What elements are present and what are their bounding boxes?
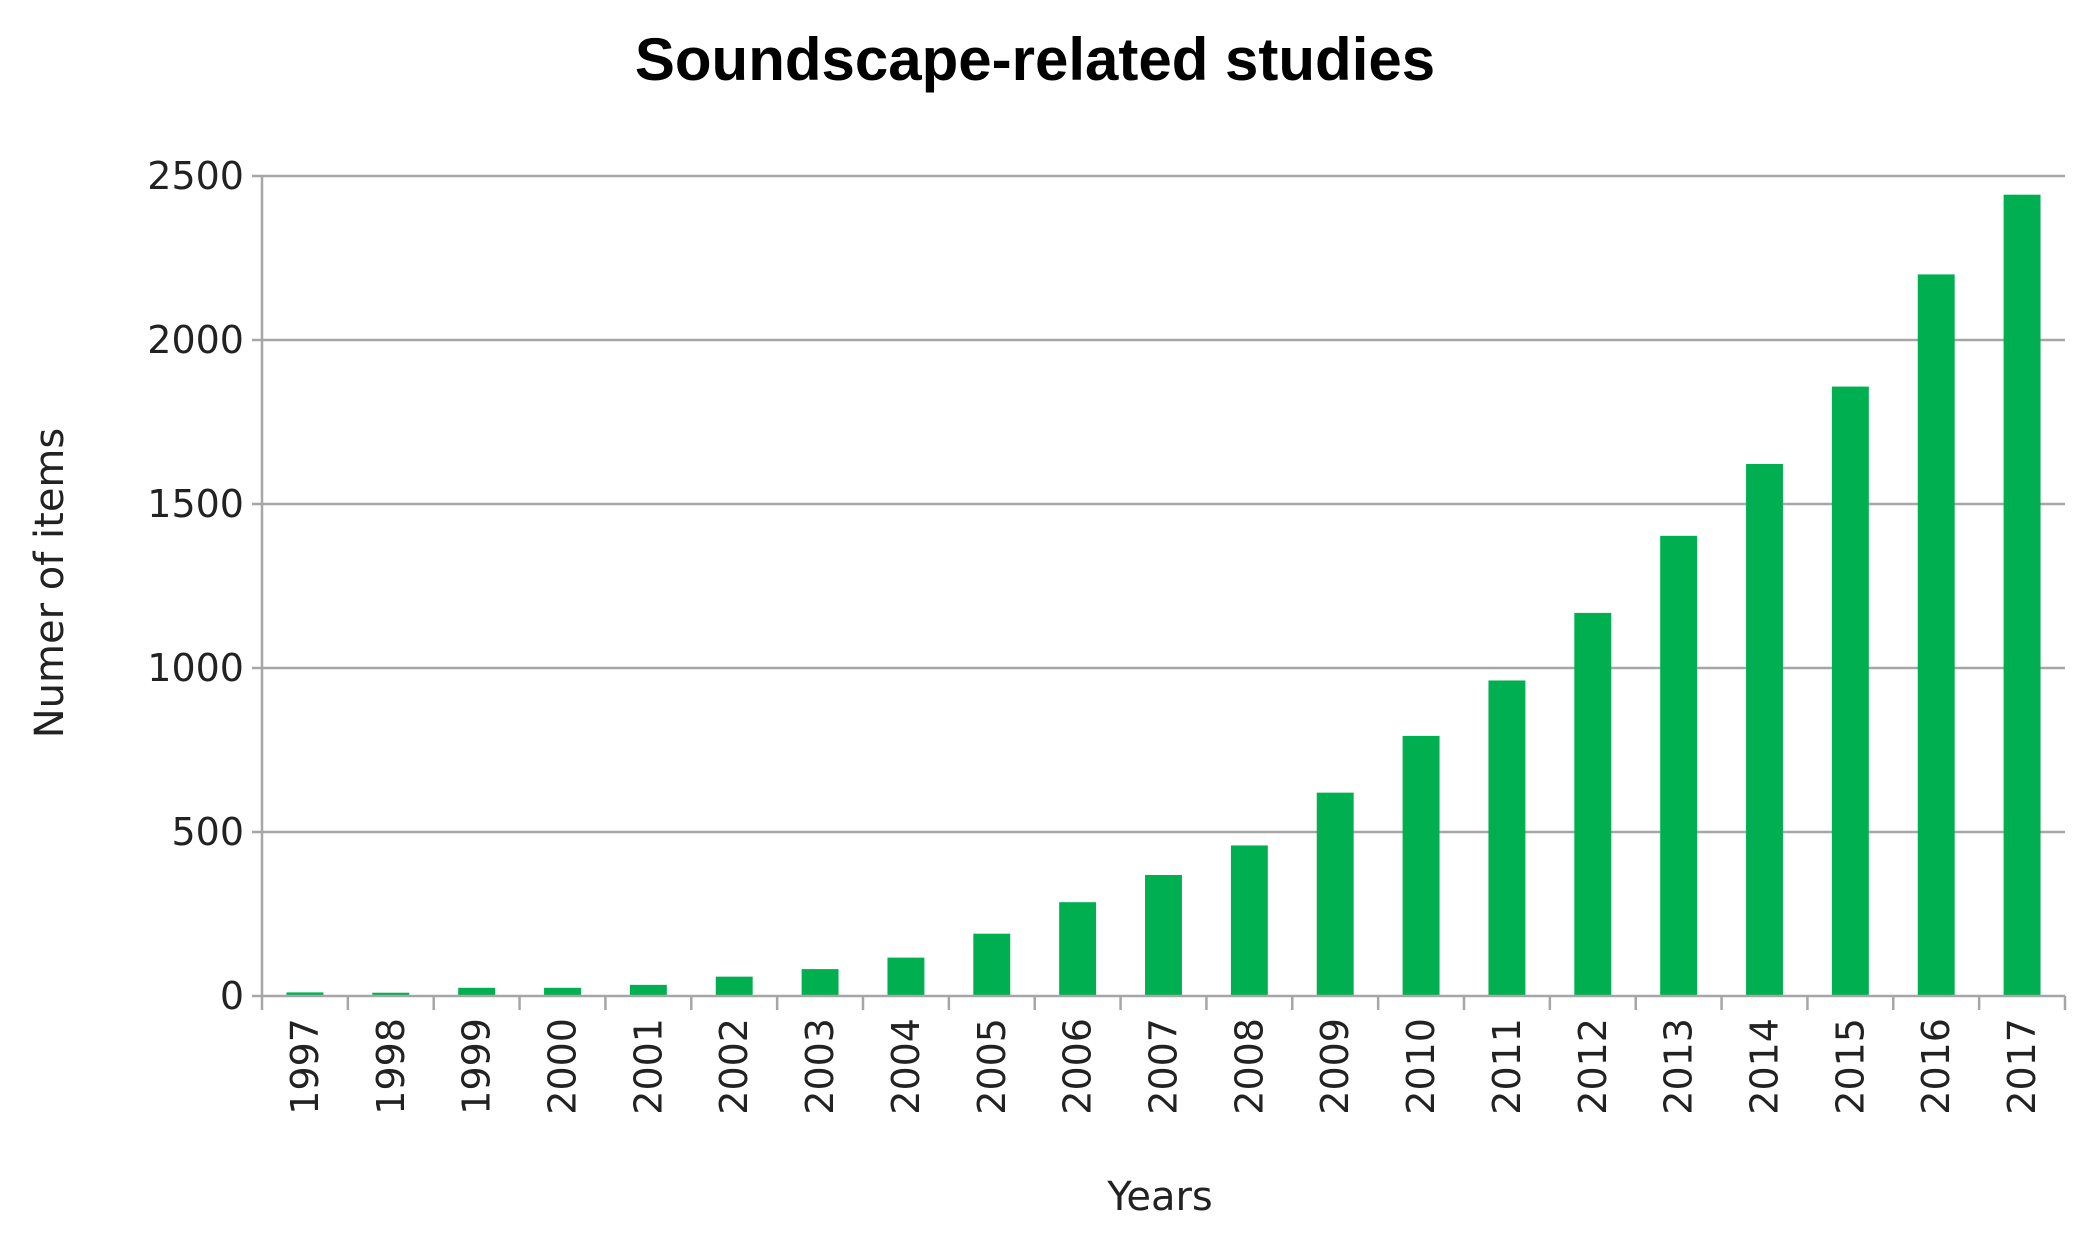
y-axis-label: Numer of items — [27, 428, 73, 739]
x-tick-label: 2012 — [1571, 1018, 1615, 1115]
bar-2004 — [887, 957, 925, 996]
x-tick-label: 1997 — [283, 1018, 327, 1115]
chart-title: Soundscape-related studies — [635, 26, 1435, 93]
bar-2011 — [1488, 680, 1526, 996]
bar-2008 — [1230, 845, 1268, 996]
bar-2012 — [1574, 612, 1612, 996]
bar-2007 — [1145, 874, 1182, 996]
bar-2009 — [1316, 792, 1354, 996]
x-tick-label: 2007 — [1142, 1018, 1186, 1115]
x-tick-label: 1999 — [455, 1018, 499, 1115]
bar-1997 — [286, 992, 324, 996]
x-tick-label: 2001 — [626, 1018, 670, 1115]
x-tick-label: 2003 — [798, 1018, 842, 1115]
bar-2002 — [715, 976, 753, 996]
x-tick-label: 2010 — [1399, 1018, 1443, 1115]
x-tick-label: 2008 — [1227, 1018, 1271, 1115]
bar-2017 — [2003, 194, 2041, 997]
x-tick-label: 2000 — [541, 1018, 585, 1115]
x-axis-label: Years — [1106, 1174, 1213, 1220]
x-tick-labels: 1997 1998 1999 2000 2001 2002 2003 2004 2005 2006… — [283, 1018, 2044, 1115]
y-tick-label: 2500 — [147, 154, 244, 198]
bar-2014 — [1746, 463, 1783, 996]
bar-2015 — [1831, 386, 1869, 996]
bar-2003 — [801, 969, 839, 996]
y-tick-labels: 0 500 1000 1500 2000 2500 — [147, 154, 244, 1018]
x-tick-label: 1998 — [369, 1018, 413, 1115]
bar-2001 — [629, 984, 667, 996]
x-tick-label: 2017 — [2000, 1018, 2044, 1115]
y-tick-label: 2000 — [147, 318, 244, 362]
y-tick-label: 0 — [220, 974, 244, 1018]
bar-2010 — [1402, 735, 1440, 996]
x-tick-label: 2004 — [884, 1018, 928, 1115]
x-tick-label: 2006 — [1056, 1018, 1100, 1115]
x-tick-label: 2009 — [1313, 1018, 1357, 1115]
axes — [252, 174, 2067, 1010]
x-tick-label: 2013 — [1657, 1018, 1701, 1115]
x-tick-label: 2014 — [1743, 1018, 1787, 1115]
x-tick-label: 2016 — [1914, 1018, 1958, 1115]
bar-2005 — [973, 933, 1011, 996]
x-tick-label: 2015 — [1828, 1018, 1872, 1115]
bar-2016 — [1917, 274, 1955, 996]
bar-2006 — [1059, 902, 1097, 996]
y-tick-label: 1000 — [147, 646, 244, 690]
x-tick-label: 2005 — [970, 1018, 1014, 1115]
y-tick-label: 1500 — [147, 482, 244, 526]
bar-1999 — [458, 987, 496, 996]
bar-1998 — [372, 992, 410, 996]
bars — [286, 194, 2041, 997]
gridlines — [262, 174, 2065, 834]
x-tick-label: 2002 — [712, 1018, 756, 1115]
y-tick-label: 500 — [171, 810, 244, 854]
bar-2000 — [544, 987, 581, 996]
x-tick-label: 2011 — [1485, 1018, 1529, 1115]
bar-2013 — [1660, 535, 1698, 996]
